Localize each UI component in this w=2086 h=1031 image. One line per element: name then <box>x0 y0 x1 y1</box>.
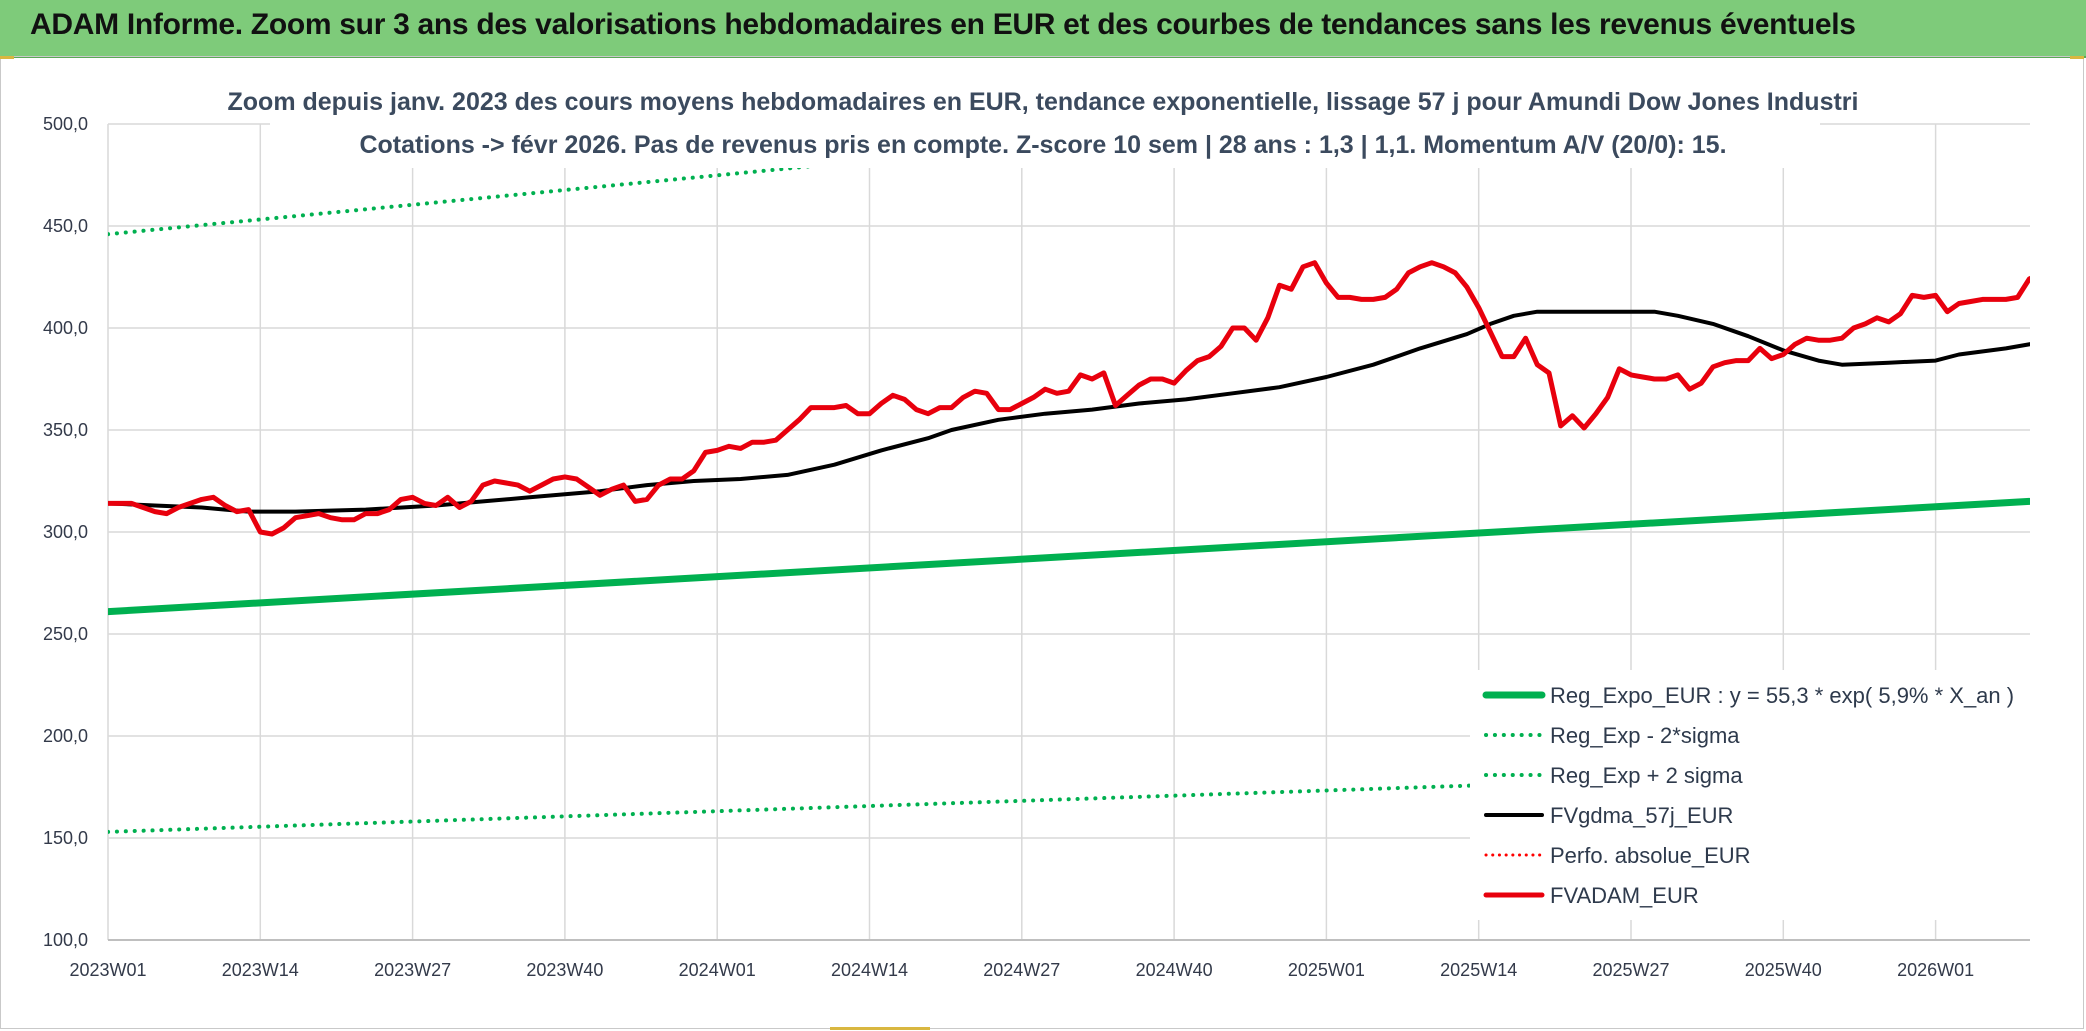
chart-frame <box>0 56 2084 1029</box>
x-tick-label: 2023W27 <box>374 960 451 980</box>
accent-mark-left <box>0 56 14 59</box>
x-tick-label: 2025W40 <box>1745 960 1822 980</box>
x-tick-label: 2024W40 <box>1136 960 1213 980</box>
legend-label-reg-exp-2-sigma: Reg_Exp - 2*sigma <box>1550 723 1740 748</box>
legend: Reg_Expo_EUR : y = 55,3 * exp( 5,9% * X_… <box>1470 670 2030 920</box>
legend-label-fvadam-eur: FVADAM_EUR <box>1550 883 1699 908</box>
report-banner: ADAM Informe. Zoom sur 3 ans des valoris… <box>0 0 2086 58</box>
chart-title-line1: Zoom depuis janv. 2023 des cours moyens … <box>228 88 1859 116</box>
x-tick-label: 2024W14 <box>831 960 908 980</box>
report-title: ADAM Informe. Zoom sur 3 ans des valoris… <box>30 8 1856 41</box>
accent-mark-bottom <box>830 1027 930 1030</box>
legend-label-fvgdma-57j-eur: FVgdma_57j_EUR <box>1550 803 1733 828</box>
legend-label-perfo-absolue-eur: Perfo. absolue_EUR <box>1550 843 1751 868</box>
series-line-reg-expo-eur-y-55-3-exp-5-9-x-an <box>108 497 2030 616</box>
x-tick-label: 2026W01 <box>1897 960 1974 980</box>
y-tick-label: 250,0 <box>43 624 88 644</box>
y-tick-label: 350,0 <box>43 420 88 440</box>
y-tick-label: 500,0 <box>43 114 88 134</box>
accent-mark-right <box>2070 56 2084 59</box>
x-tick-label: 2025W01 <box>1288 960 1365 980</box>
x-tick-label: 2023W01 <box>69 960 146 980</box>
series-line-fvgdma-57j-eur <box>108 309 2030 514</box>
x-tick-label: 2024W01 <box>679 960 756 980</box>
series-line-reg-exp-2-sigma <box>108 124 1269 237</box>
y-tick-label: 300,0 <box>43 522 88 542</box>
y-tick-label: 450,0 <box>43 216 88 236</box>
y-tick-label: 100,0 <box>43 930 88 950</box>
chart-title-block: Zoom depuis janv. 2023 des cours moyens … <box>228 80 1859 168</box>
legend-background <box>1470 670 2030 920</box>
x-tick-label: 2023W14 <box>222 960 299 980</box>
y-tick-label: 150,0 <box>43 828 88 848</box>
x-tick-label: 2023W40 <box>526 960 603 980</box>
x-tick-label: 2024W27 <box>983 960 1060 980</box>
y-tick-label: 200,0 <box>43 726 88 746</box>
x-tick-label: 2025W14 <box>1440 960 1517 980</box>
chart-title-line2: Cotations -> févr 2026. Pas de revenus p… <box>359 131 1726 159</box>
series-line-fvadam-eur <box>108 260 2030 537</box>
title-background <box>270 80 1820 168</box>
legend-label-reg-expo-eur-y-55-3-exp-5-9-x-an: Reg_Expo_EUR : y = 55,3 * exp( 5,9% * X_… <box>1550 683 2014 708</box>
axes: 100,0 150,0 200,0 250,0 300,0 350,0 400,0 450,0… <box>43 114 2030 980</box>
x-tick-label: 2025W27 <box>1592 960 1669 980</box>
legend-label-reg-exp-2-sigma: Reg_Exp + 2 sigma <box>1550 763 1743 788</box>
y-tick-label: 400,0 <box>43 318 88 338</box>
